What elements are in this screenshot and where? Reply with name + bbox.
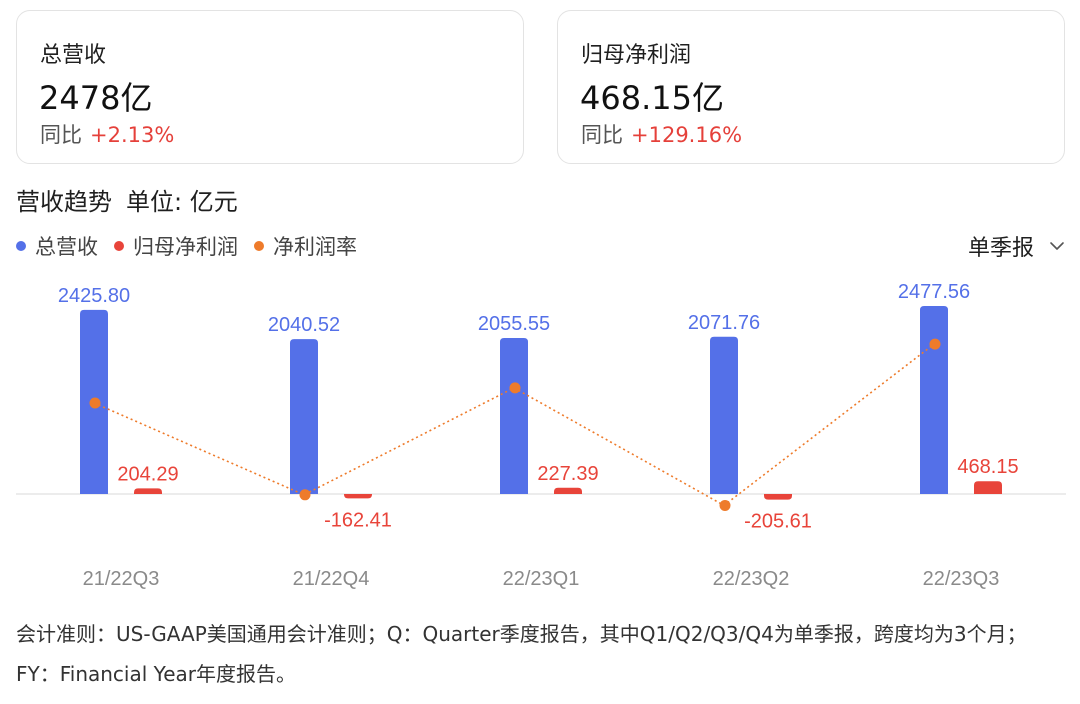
net-profit-bar <box>554 487 582 494</box>
x-axis-tick-label: 21/22Q3 <box>83 568 160 590</box>
chart-legend: 总营收 归母净利润 净利润率 <box>16 231 373 261</box>
net-profit-data-label: 227.39 <box>537 463 598 485</box>
period-select-value: 单季报 <box>967 236 1034 261</box>
legend-item-revenue[interactable]: 总营收 <box>16 231 98 261</box>
net-profit-value: 468.15亿 <box>580 79 724 117</box>
net-profit-yoy-label: 同比 <box>581 123 623 147</box>
legend-label-revenue: 总营收 <box>35 235 98 259</box>
revenue-data-label: 2477.56 <box>898 281 970 303</box>
net-profit-bar <box>134 488 162 494</box>
revenue-card: 总营收 2478亿 同比 +2.13% <box>16 10 524 164</box>
legend-item-margin[interactable]: 净利润率 <box>254 231 357 261</box>
net-profit-data-label: -205.61 <box>744 511 812 533</box>
x-axis-tick-label: 22/23Q1 <box>503 568 580 590</box>
revenue-bar <box>500 338 528 494</box>
revenue-bar <box>290 339 318 494</box>
net-margin-point <box>719 499 731 511</box>
net-margin-point <box>509 382 521 394</box>
net-profit-bar <box>764 494 792 500</box>
revenue-trend-chart: 2425.80 204.29 21/22Q3 2040.52 -162.41 21/22Q… <box>16 281 1066 590</box>
revenue-label: 总营收 <box>40 43 107 68</box>
revenue-bar <box>710 336 738 494</box>
legend-dot-margin <box>254 241 264 251</box>
net-profit-data-label: -162.41 <box>324 509 392 531</box>
section-title-text: 营收趋势 <box>16 188 112 216</box>
legend-dot-revenue <box>16 241 26 251</box>
section-title: 营收趋势 单位: 亿元 <box>16 182 238 217</box>
net-margin-point <box>929 338 941 350</box>
revenue-yoy-label: 同比 <box>40 123 82 147</box>
chevron-down-icon <box>1050 242 1064 250</box>
net-profit-data-label: 204.29 <box>117 463 178 485</box>
legend-dot-net-profit <box>114 241 124 251</box>
section-unit: 单位: 亿元 <box>126 188 238 216</box>
net-margin-point <box>89 397 101 409</box>
period-select[interactable]: 单季报 <box>968 230 1066 262</box>
legend-item-net-profit[interactable]: 归母净利润 <box>114 231 238 261</box>
x-axis-tick-label: 22/23Q3 <box>923 568 1000 590</box>
net-profit-yoy-value: +129.16% <box>631 123 743 147</box>
revenue-bar <box>920 306 948 494</box>
x-axis-tick-label: 22/23Q2 <box>713 568 790 590</box>
net-profit-label: 归母净利润 <box>581 43 692 68</box>
legend-label-net-profit: 归母净利润 <box>133 235 238 259</box>
net-profit-bar <box>344 494 372 499</box>
revenue-yoy-value: +2.13% <box>90 123 175 147</box>
revenue-data-label: 2040.52 <box>268 314 340 336</box>
footnote: 会计准则：US-GAAP美国通用会计准则；Q：Quarter季度报告，其中Q1/… <box>16 622 1027 686</box>
legend-label-margin: 净利润率 <box>273 235 357 259</box>
net-profit-card: 归母净利润 468.15亿 同比 +129.16% <box>557 10 1065 164</box>
net-profit-bar <box>974 481 1002 494</box>
net-profit-yoy: 同比 +129.16% <box>581 119 742 149</box>
revenue-data-label: 2071.76 <box>688 312 760 334</box>
net-profit-data-label: 468.15 <box>957 456 1018 478</box>
x-axis-tick-label: 21/22Q4 <box>293 568 370 590</box>
revenue-data-label: 2425.80 <box>58 285 130 307</box>
net-margin-point <box>299 489 311 501</box>
revenue-data-label: 2055.55 <box>478 313 550 335</box>
revenue-yoy: 同比 +2.13% <box>40 119 174 149</box>
revenue-value: 2478亿 <box>39 79 153 117</box>
